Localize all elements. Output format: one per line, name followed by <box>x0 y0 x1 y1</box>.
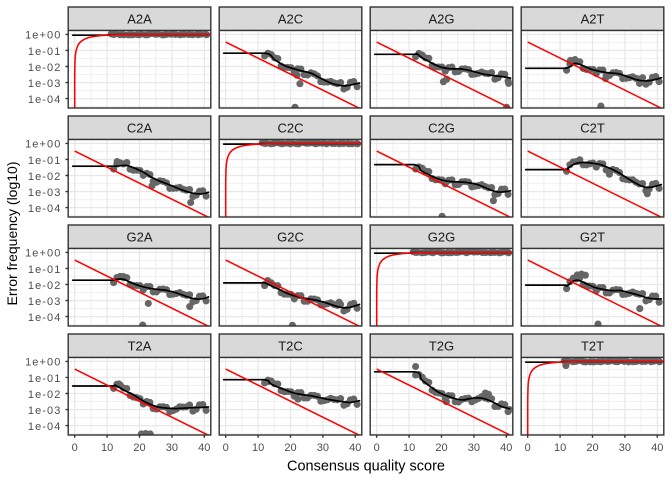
svg-text:Error frequency (log10): Error frequency (log10) <box>4 162 20 306</box>
svg-text:1e-03: 1e-03 <box>28 187 62 199</box>
svg-text:1e-01: 1e-01 <box>28 46 62 58</box>
svg-text:T2G: T2G <box>429 338 454 353</box>
svg-text:30: 30 <box>468 442 480 454</box>
svg-text:1e-01: 1e-01 <box>28 155 62 167</box>
svg-text:A2A: A2A <box>127 11 152 26</box>
svg-text:C2G: C2G <box>428 120 455 135</box>
svg-text:40: 40 <box>651 442 663 454</box>
svg-text:10: 10 <box>554 442 566 454</box>
svg-text:A2C: A2C <box>278 11 303 26</box>
svg-text:1e+00: 1e+00 <box>25 30 61 42</box>
svg-text:1e+00: 1e+00 <box>25 248 61 260</box>
svg-text:0: 0 <box>374 442 380 454</box>
svg-text:T2C: T2C <box>278 338 303 353</box>
svg-text:G2C: G2C <box>277 229 304 244</box>
svg-text:10: 10 <box>101 442 113 454</box>
svg-text:T2A: T2A <box>128 338 152 353</box>
svg-text:C2T: C2T <box>580 120 605 135</box>
svg-text:20: 20 <box>435 442 447 454</box>
svg-text:1e+00: 1e+00 <box>25 139 61 151</box>
svg-text:C2A: C2A <box>127 120 153 135</box>
svg-text:T2T: T2T <box>581 338 604 353</box>
svg-text:20: 20 <box>284 442 296 454</box>
svg-text:1e+00: 1e+00 <box>25 357 61 369</box>
svg-text:30: 30 <box>317 442 329 454</box>
svg-text:1e-03: 1e-03 <box>28 296 62 308</box>
svg-text:1e-02: 1e-02 <box>28 171 62 183</box>
svg-text:A2G: A2G <box>428 11 454 26</box>
svg-text:40: 40 <box>349 442 361 454</box>
svg-text:20: 20 <box>586 442 598 454</box>
svg-text:10: 10 <box>252 442 264 454</box>
svg-text:0: 0 <box>223 442 229 454</box>
svg-text:1e-03: 1e-03 <box>28 405 62 417</box>
svg-text:1e-02: 1e-02 <box>28 280 62 292</box>
svg-text:A2T: A2T <box>581 11 605 26</box>
svg-text:1e-04: 1e-04 <box>28 421 62 433</box>
svg-text:1e-04: 1e-04 <box>28 94 62 106</box>
svg-text:20: 20 <box>133 442 145 454</box>
svg-text:1e-02: 1e-02 <box>28 62 62 74</box>
svg-text:1e-04: 1e-04 <box>28 203 62 215</box>
svg-text:40: 40 <box>500 442 512 454</box>
svg-text:40: 40 <box>198 442 210 454</box>
svg-text:10: 10 <box>403 442 415 454</box>
svg-text:C2C: C2C <box>277 120 303 135</box>
svg-text:30: 30 <box>619 442 631 454</box>
svg-text:1e-02: 1e-02 <box>28 389 62 401</box>
svg-text:0: 0 <box>525 442 531 454</box>
svg-text:1e-01: 1e-01 <box>28 373 62 385</box>
svg-text:G2T: G2T <box>580 229 605 244</box>
svg-text:30: 30 <box>166 442 178 454</box>
svg-text:G2A: G2A <box>126 229 152 244</box>
svg-text:1e-03: 1e-03 <box>28 78 62 90</box>
svg-text:G2G: G2G <box>428 229 455 244</box>
svg-text:0: 0 <box>72 442 78 454</box>
svg-text:1e-04: 1e-04 <box>28 312 62 324</box>
svg-text:Consensus quality score: Consensus quality score <box>287 458 445 474</box>
svg-text:1e-01: 1e-01 <box>28 264 62 276</box>
